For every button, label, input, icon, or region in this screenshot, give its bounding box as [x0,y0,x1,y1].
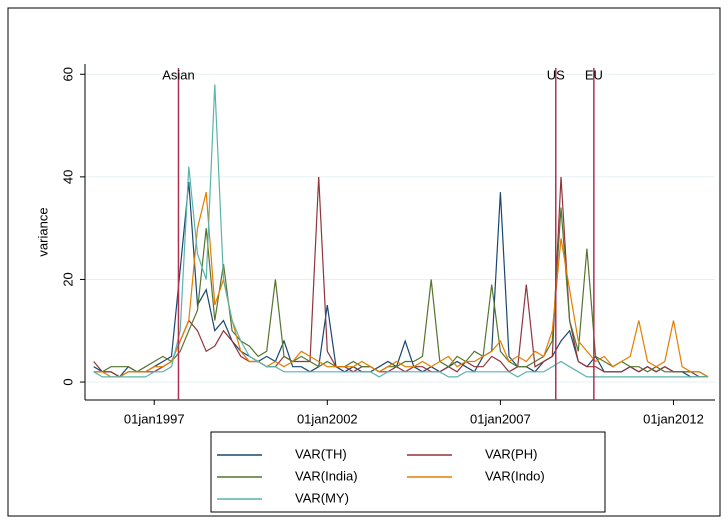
legend-label: VAR(Indo) [485,468,545,483]
event-label: EU [585,67,603,82]
y-tick-label: 60 [60,67,75,81]
series-line [93,176,709,378]
x-tick-label: 01jan1997 [124,411,185,426]
event-label: US [547,67,565,82]
y-axis-title: variance [35,207,50,256]
legend-label: VAR(MY) [295,490,349,505]
legend-box [210,431,606,513]
x-tick-label: 01jan2007 [470,411,531,426]
y-tick-label: 0 [60,378,75,385]
y-tick-label: 20 [60,272,75,286]
event-label: Asian [162,67,195,82]
legend-label: VAR(TH) [295,446,347,461]
series-line [93,84,709,378]
y-tick-label: 40 [60,170,75,184]
legend-label: VAR(India) [295,468,358,483]
x-tick-label: 01jan2002 [297,411,358,426]
x-tick-label: 01jan2012 [643,411,704,426]
frame [7,7,721,517]
legend-label: VAR(PH) [485,446,537,461]
